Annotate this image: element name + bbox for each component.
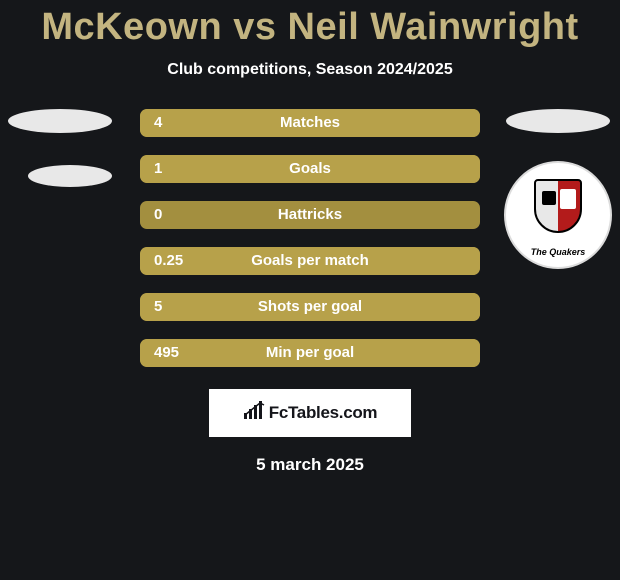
fctables-chart-icon (243, 401, 265, 426)
stat-label: Goals (140, 155, 480, 183)
subtitle: Club competitions, Season 2024/2025 (0, 61, 620, 79)
brand-box[interactable]: FcTables.com (209, 389, 411, 437)
stat-label: Hattricks (140, 201, 480, 229)
stat-bars: 4 Matches 1 Goals 0 Hattricks 0.25 Goals… (140, 109, 480, 367)
shield-icon (534, 179, 582, 233)
stat-label: Min per goal (140, 339, 480, 367)
stat-row-shots-per-goal: 5 Shots per goal (140, 293, 480, 321)
left-badge-2 (28, 165, 112, 187)
stat-row-goals: 1 Goals (140, 155, 480, 183)
right-player-badges: The Quakers (504, 109, 612, 269)
crest-motto: The Quakers (506, 247, 610, 257)
brand-text: FcTables.com (269, 403, 378, 423)
page-title: McKeown vs Neil Wainwright (0, 0, 620, 49)
left-player-badges (8, 109, 112, 187)
stat-row-matches: 4 Matches (140, 109, 480, 137)
left-badge-1 (8, 109, 112, 133)
stat-label: Matches (140, 109, 480, 137)
date-label: 5 march 2025 (0, 455, 620, 475)
comparison-content: The Quakers 4 Matches 1 Goals 0 Hattrick… (0, 109, 620, 475)
stat-label: Shots per goal (140, 293, 480, 321)
stat-label: Goals per match (140, 247, 480, 275)
right-badge-1 (506, 109, 610, 133)
club-crest: The Quakers (504, 161, 612, 269)
stat-row-goals-per-match: 0.25 Goals per match (140, 247, 480, 275)
stat-row-hattricks: 0 Hattricks (140, 201, 480, 229)
stat-row-min-per-goal: 495 Min per goal (140, 339, 480, 367)
